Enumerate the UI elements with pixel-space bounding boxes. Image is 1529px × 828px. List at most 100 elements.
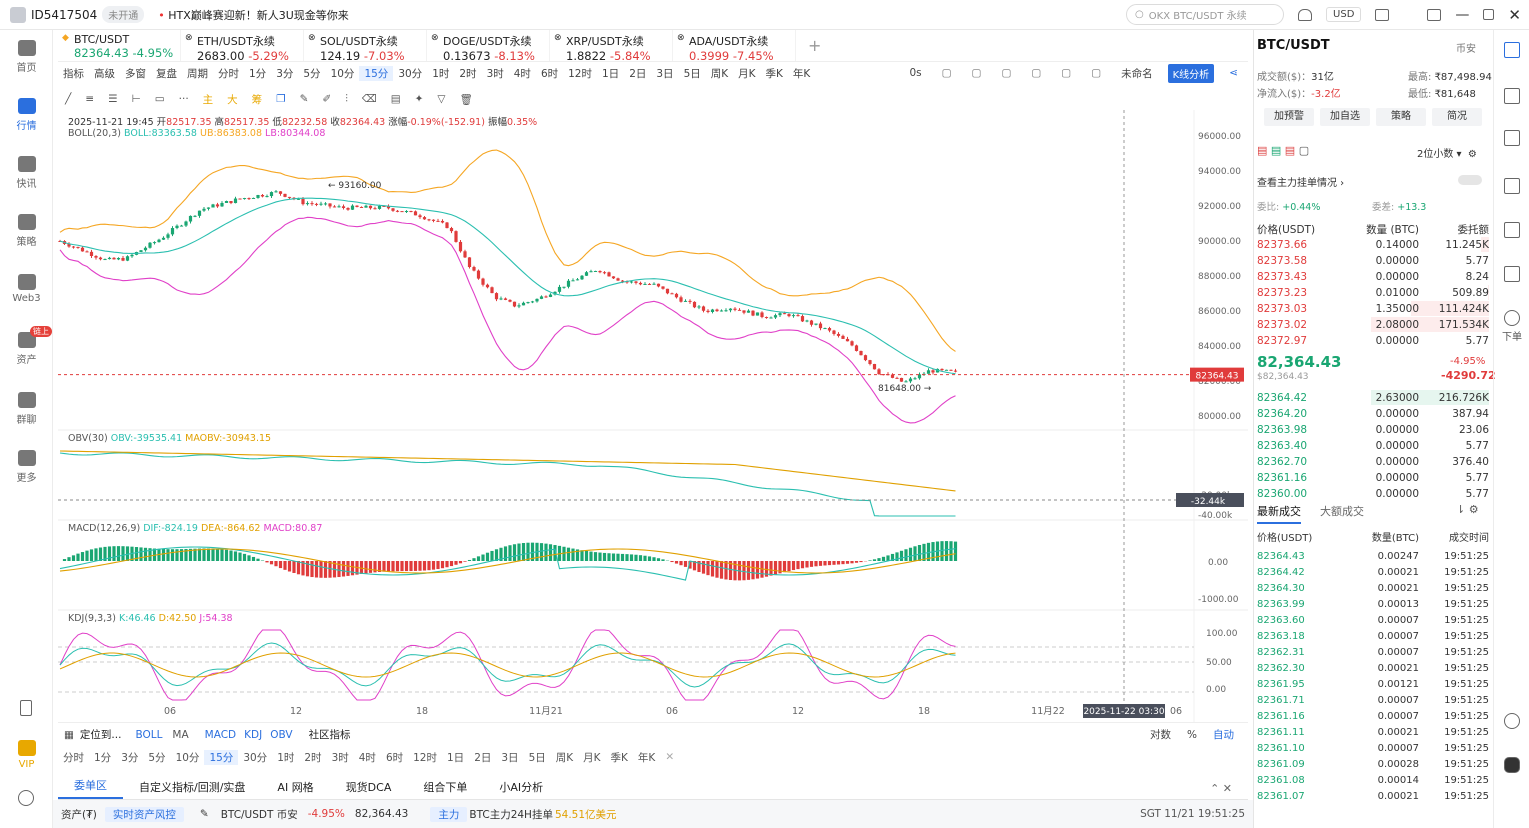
zero-label[interactable]: 0s [909, 67, 922, 79]
auto-toggle[interactable]: 自动 [1213, 729, 1234, 741]
bottom-period-20[interactable]: 年K [637, 751, 656, 764]
panel-tab-0[interactable]: 委单区 [58, 777, 123, 799]
settings-icon[interactable]: ▢ [1061, 67, 1072, 79]
toolbar-item-16[interactable]: 6时 [540, 67, 559, 80]
bottom-period-6[interactable]: 30分 [243, 751, 268, 764]
bottom-period-17[interactable]: 周K [555, 751, 574, 764]
sidebar-item-2[interactable]: 快讯 [0, 156, 53, 190]
toolbar-item-11[interactable]: 30分 [398, 67, 423, 80]
overlay-1[interactable]: 大 [227, 93, 238, 106]
toolbar-item-15[interactable]: 4时 [513, 67, 531, 80]
asks-row[interactable]: 82373.02 2.08000 171.534K [1257, 317, 1489, 333]
toolbar-item-1[interactable]: 高级 [94, 67, 115, 80]
channel-tool-icon[interactable]: ☰ [108, 93, 118, 105]
chart-svg[interactable]: 96000.00 94000.00 92000.00 90000.00 88000.00… [58, 110, 1248, 722]
ind-kdj[interactable]: KDJ [244, 728, 263, 741]
pencil-icon[interactable]: ✎ [299, 93, 309, 105]
order-label[interactable]: 下单 [1502, 332, 1522, 343]
sidebar-item-3[interactable]: 策略 [0, 214, 53, 248]
locate-button[interactable]: 定位到... [79, 729, 122, 741]
bottom-period-9[interactable]: 3时 [331, 751, 349, 764]
magic-icon[interactable]: ✦ [414, 93, 424, 105]
toolbar-item-0[interactable]: 指标 [63, 67, 84, 80]
note-icon[interactable]: ▤ [390, 93, 401, 105]
search-input[interactable]: ○ OKX BTC/USDT 永续 [1126, 4, 1285, 25]
assets-label[interactable]: 资产(₮) [61, 808, 97, 821]
kline-chart[interactable]: 96000.00 94000.00 92000.00 90000.00 88000.00… [58, 110, 1248, 722]
asks-row[interactable]: 82373.66 0.14000 11.245K [1257, 237, 1489, 253]
toolbar-item-7[interactable]: 3分 [276, 67, 294, 80]
bids-row[interactable]: 82360.00 0.00000 5.77 [1257, 486, 1489, 502]
share-icon[interactable]: ⋖ [1229, 67, 1238, 79]
toolbar-item-22[interactable]: 周K [710, 67, 729, 80]
kline-analysis-button[interactable]: K线分析 [1167, 63, 1215, 83]
order-icon[interactable] [1504, 310, 1520, 326]
user-info[interactable]: ID5417504 未开通 [0, 6, 145, 23]
status-pair[interactable]: BTC/USDT 币安 [220, 808, 298, 821]
save-icon[interactable]: ▢ [1031, 67, 1042, 79]
sidebar-item-1[interactable]: 行情 [0, 98, 53, 132]
trash-icon[interactable]: 🗑 [459, 93, 473, 106]
hline-tool-icon[interactable]: ≡ [85, 93, 95, 105]
avatar[interactable] [10, 6, 26, 23]
bids-row[interactable]: 82364.20 0.00000 387.94 [1257, 406, 1489, 422]
obv-legend[interactable]: OBV(30) OBV:-39535.41 MAOBV:-30943.15 [68, 433, 271, 444]
panel-tab-1[interactable]: 自定义指标/回测/实盘 [139, 781, 246, 794]
more-tool-icon[interactable]: ··· [178, 93, 189, 105]
line-tool-icon[interactable]: ╱ [65, 93, 72, 105]
asks-row[interactable]: 82373.23 0.01000 509.89 [1257, 285, 1489, 301]
boll-legend[interactable]: BOLL(20,3) BOLL:83363.58 UB:86383.08 LB:… [68, 128, 325, 139]
overlay-0[interactable]: 主 [202, 93, 214, 106]
grid-icon[interactable] [1504, 266, 1520, 282]
bottom-period-15[interactable]: 3日 [501, 751, 519, 764]
maximize-icon[interactable] [1483, 9, 1495, 20]
ind-boll[interactable]: BOLL [135, 728, 163, 741]
bot-icon[interactable] [1504, 757, 1520, 773]
rect-tool-icon[interactable]: ▭ [154, 93, 165, 105]
close-periods-icon[interactable]: ✕ [665, 751, 675, 763]
toolbar-item-4[interactable]: 周期 [187, 67, 208, 80]
trade-tab-latest[interactable]: 最新成交 [1257, 503, 1301, 524]
panel-tab-4[interactable]: 组合下单 [423, 781, 468, 794]
pen-icon[interactable]: ▢ [1001, 67, 1012, 79]
add-alert-button[interactable]: 加预警 [1264, 108, 1314, 126]
bottom-period-19[interactable]: 季K [610, 751, 628, 764]
bids-row[interactable]: 82364.42 2.63000 216.726K [1257, 390, 1489, 406]
chart-icon[interactable] [1504, 178, 1520, 194]
toolbar-item-5[interactable]: 分时 [218, 67, 239, 80]
settings-icon[interactable] [18, 790, 34, 806]
notice-banner[interactable]: • HTX巅峰赛迎新！新人3U现金等你来 [158, 7, 349, 23]
tab-close-icon[interactable]: ⊗ [554, 33, 562, 43]
layout-icon[interactable] [1504, 42, 1520, 58]
sidebar-item-8[interactable]: VIP [0, 740, 53, 770]
symbol-tab-2[interactable]: ⊗ SOL/USDT永续 124.19 -7.03% [304, 30, 427, 63]
document-icon[interactable] [1504, 88, 1520, 104]
toolbar-item-24[interactable]: 季K [765, 67, 783, 80]
sidebar-item-7[interactable]: 更多 [0, 450, 53, 484]
ray-tool-icon[interactable]: ⊢ [131, 93, 141, 105]
headset-icon[interactable] [1504, 713, 1520, 729]
main-orders-link[interactable]: 查看主力挂单情况 › [1257, 178, 1345, 189]
toolbar-item-21[interactable]: 5日 [683, 67, 701, 80]
bottom-period-7[interactable]: 1时 [277, 751, 295, 764]
tab-close-icon[interactable]: ⊗ [185, 33, 193, 43]
calendar-icon[interactable]: ▦ [64, 728, 74, 741]
asks-row[interactable]: 82372.97 0.00000 5.77 [1257, 333, 1489, 349]
main-orders-toggle[interactable] [1458, 175, 1482, 185]
bottom-period-5[interactable]: 15分 [204, 749, 239, 765]
tab-close-icon[interactable]: ⊗ [431, 33, 439, 43]
toolbar-item-10[interactable]: 15分 [359, 65, 394, 81]
bids-row[interactable]: 82363.98 0.00000 23.06 [1257, 422, 1489, 438]
bottom-period-3[interactable]: 5分 [148, 751, 166, 764]
orderbook-view-icons[interactable]: ▤ ▤ ▤ ▢ [1257, 144, 1310, 157]
overview-button[interactable]: 简况 [1432, 108, 1482, 126]
panel-tab-3[interactable]: 现货DCA [345, 781, 392, 794]
bell-icon[interactable] [1298, 8, 1313, 21]
delete-tool-icon[interactable]: ⌫ [361, 93, 377, 105]
risk-button[interactable]: 实时资产风控 [104, 806, 184, 822]
bottom-period-18[interactable]: 月K [583, 751, 601, 764]
panel-tab-2[interactable]: AI 网格 [277, 781, 314, 794]
bottom-period-2[interactable]: 3分 [121, 751, 139, 764]
currency-select[interactable]: USD [1326, 7, 1362, 22]
copy-icon[interactable]: ❐ [276, 93, 286, 105]
